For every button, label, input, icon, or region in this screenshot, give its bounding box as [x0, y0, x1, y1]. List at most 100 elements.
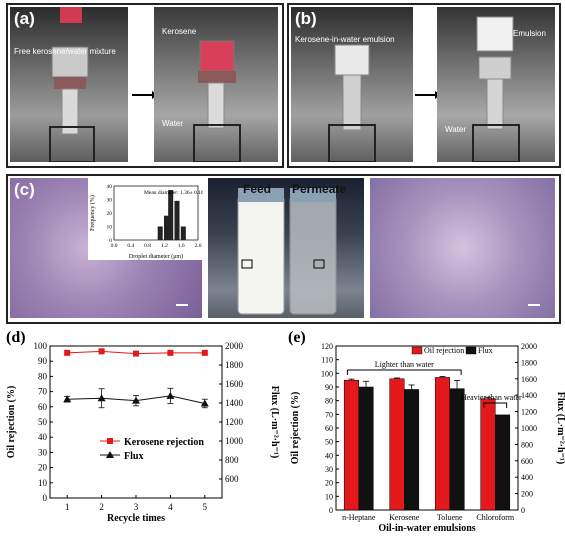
legend-label: Oil rejection — [424, 346, 464, 355]
inset-x-tick: 2.0 — [195, 243, 202, 249]
y2-tick-label: 1600 — [521, 375, 537, 384]
y2-tick-label: 1600 — [225, 379, 244, 389]
y2-tick-label: 0 — [521, 506, 525, 515]
y-tick-label: 80 — [38, 371, 48, 381]
bar-1 — [358, 386, 374, 511]
inset-background — [88, 178, 203, 260]
scale-bar-left — [176, 304, 188, 306]
data-point-square — [98, 348, 105, 355]
y-tick-label: 120 — [321, 342, 333, 351]
x-axis-label: Oil-in-water emulsions — [378, 523, 475, 534]
panel-a: (a) Free kerosene/water mixture Kerosene… — [6, 3, 284, 168]
annotation-lighter: Lighter than water — [375, 360, 434, 369]
y2-tick-label: 400 — [521, 473, 533, 482]
legend-label: Flux — [478, 346, 493, 355]
data-point-square — [64, 349, 71, 356]
scale-bar-right — [528, 304, 540, 306]
panel-d-label: (d) — [6, 329, 26, 346]
y-tick-label: 20 — [38, 463, 48, 473]
y2-tick-label: 1800 — [225, 360, 244, 370]
y2-tick-label: 800 — [521, 440, 533, 449]
inset-histogram: 0.0 0.4 0.8 1.2 1.6 2.0 0 10 20 30 40 Droplet diame… — [88, 178, 203, 260]
data-point-triangle — [166, 391, 175, 399]
data-point-square — [167, 349, 174, 356]
bar-0 — [434, 377, 451, 511]
y-tick-label: 0 — [329, 506, 333, 515]
x-tick-label: 3 — [134, 502, 139, 512]
water-label-b: Water — [445, 125, 467, 134]
data-point-square — [201, 349, 208, 356]
data-point-square — [133, 350, 139, 357]
inset-bar — [168, 190, 174, 240]
y-tick-label: 100 — [34, 341, 48, 351]
feed-label: Feed — [243, 182, 272, 196]
y-tick-label: 50 — [325, 438, 333, 447]
y-tick-label: 70 — [38, 387, 48, 397]
legend-label: Kerosene rejection — [124, 437, 204, 448]
panel-b: (b) Kerosene-in-water emulsion Emulsion … — [287, 3, 561, 168]
y-tick-label: 50 — [38, 417, 48, 427]
y2-tick-label: 1800 — [521, 358, 537, 367]
x-tick-label: 5 — [203, 502, 208, 512]
panel-a-photo-left — [10, 7, 128, 162]
y-tick-label: 20 — [325, 479, 333, 488]
vials-drawing — [237, 188, 337, 315]
y2-tick-label: 200 — [521, 490, 533, 499]
legend-swatch — [411, 346, 423, 355]
apparatus-left-drawing — [49, 7, 95, 162]
inset-axes-box — [113, 185, 199, 241]
bar-1 — [404, 389, 420, 511]
bar-1 — [449, 388, 465, 511]
panel-a-photo-right — [154, 7, 278, 162]
chart-d-axes-box — [49, 345, 223, 499]
panel-c-label: (c) — [14, 180, 35, 199]
category-label: n-Heptane — [342, 513, 376, 522]
y2-tick-label: 800 — [225, 455, 239, 465]
y-tick-label: 80 — [325, 397, 333, 406]
bar-0 — [343, 379, 359, 511]
chart-e: (e)0102030405060708090100110120020040060… — [288, 329, 565, 534]
data-point-triangle — [97, 394, 106, 402]
bracket-heavier — [483, 402, 508, 408]
y-tick-label: 70 — [325, 410, 333, 419]
panel-b-photo-left — [291, 7, 413, 162]
inset-x-tick: 0.8 — [144, 243, 151, 249]
inset-bar — [163, 215, 170, 240]
inset-y-label: Frequency (%) — [89, 195, 96, 231]
bracket-lighter — [346, 369, 462, 375]
kerosene-label: Kerosene — [162, 27, 197, 36]
panel-c: (c) 0.0 0.4 0.8 1.2 1.6 2.0 0 10 20 30 40 Droplet d… — [6, 174, 561, 324]
vials-photo — [208, 178, 364, 318]
annotation-heavier: Heavier than water — [461, 393, 522, 402]
panel-a-label: (a) — [14, 9, 35, 28]
inset-annotation: Mean diameter: 1.36± 0.16μm — [144, 190, 203, 196]
panel-e-label: (e) — [288, 329, 306, 346]
y-tick-label: 90 — [38, 356, 48, 366]
x-axis-label: Recycle times — [107, 513, 165, 524]
inset-y-tick: 20 — [107, 211, 113, 217]
y2-tick-label: 600 — [521, 457, 533, 466]
bar-1 — [495, 414, 511, 511]
inset-x-label: Droplet diameter (μm) — [129, 253, 183, 260]
y-tick-label: 110 — [321, 356, 333, 365]
legend-swatch — [465, 346, 477, 355]
y-tick-label: 30 — [38, 447, 48, 457]
y-tick-label: 10 — [38, 478, 48, 488]
y-axis-label: Oil rejection (%) — [290, 392, 301, 465]
inset-x-tick: 1.6 — [178, 243, 185, 249]
y2-tick-label: 1400 — [225, 398, 244, 408]
y-tick-label: 40 — [38, 432, 48, 442]
apparatus-b-left-drawing — [328, 44, 376, 162]
legend-marker — [107, 438, 113, 444]
y2-tick-label: 1000 — [225, 436, 244, 446]
panel-b-label: (b) — [295, 9, 317, 28]
data-point-triangle — [63, 395, 72, 403]
category-label: Kerosene — [389, 513, 420, 522]
inset-x-tick: 1.2 — [161, 243, 168, 249]
data-point-triangle — [132, 396, 140, 404]
x-tick-label: 4 — [168, 502, 173, 512]
mixture-label: Free kerosene/water mixture — [14, 47, 116, 56]
y-axis-label: Oil rejection (%) — [6, 386, 17, 459]
inset-y-tick: 40 — [107, 184, 113, 190]
y2-tick-label: 1000 — [521, 424, 537, 433]
